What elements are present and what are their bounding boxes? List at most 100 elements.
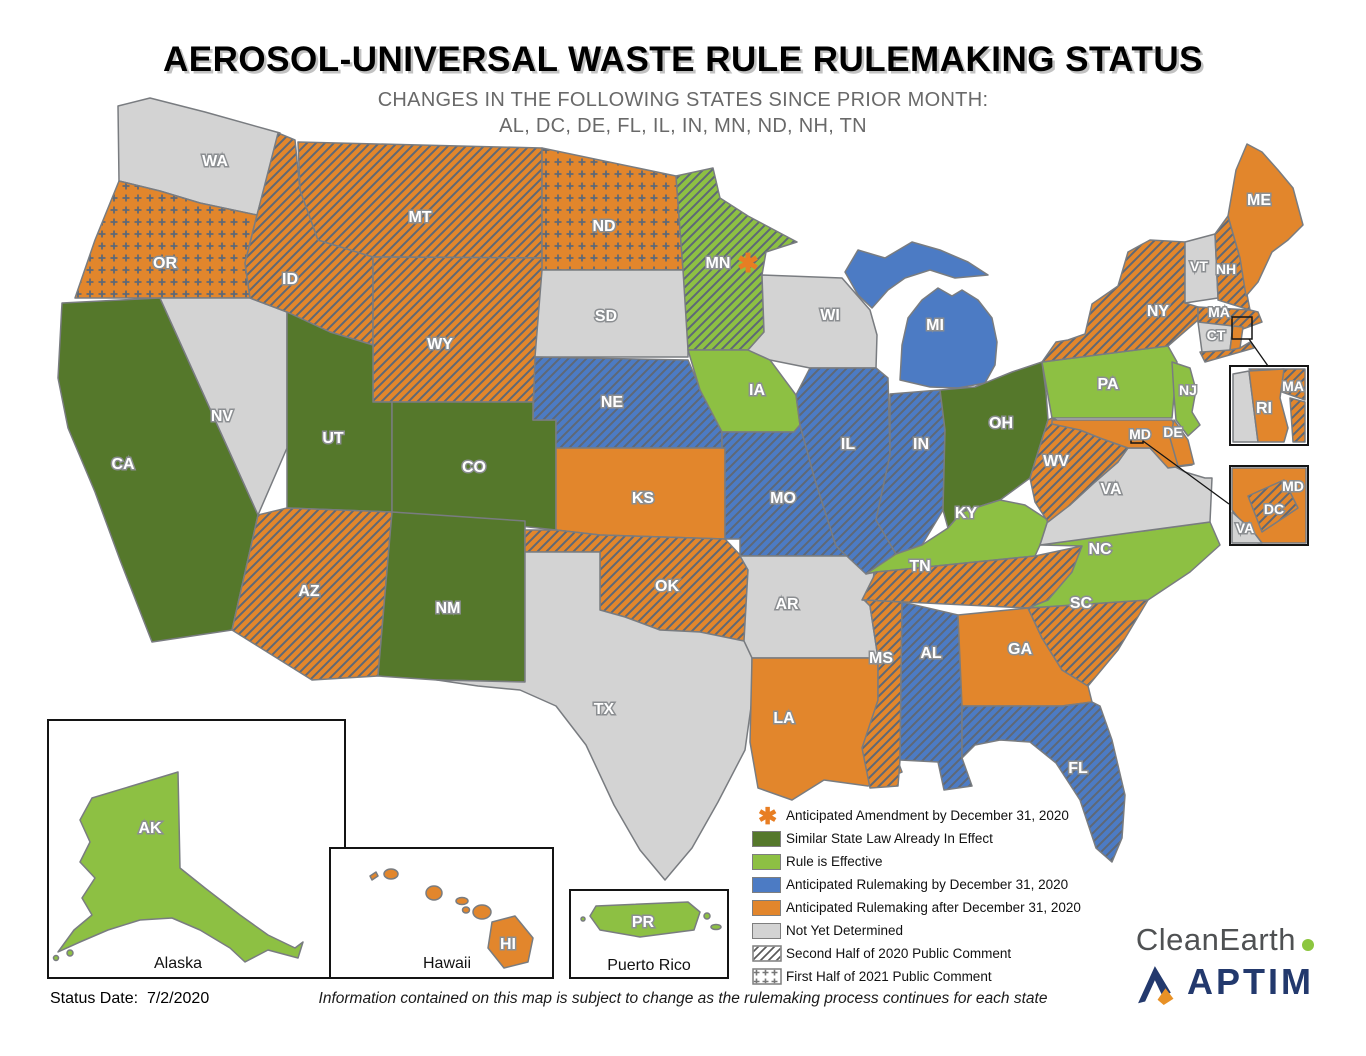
states-layer (57, 97, 1304, 881)
not-yet-determined-swatch (752, 922, 781, 939)
alaska-caption: Alaska (154, 955, 202, 972)
label-co: CO (462, 459, 486, 476)
label-mn: MN (706, 255, 731, 272)
status-date-label: Status Date: (50, 990, 139, 1007)
hi-island (369, 871, 379, 881)
label-ky: KY (955, 505, 978, 522)
state-fl (961, 701, 1126, 863)
hi-island (425, 885, 443, 901)
state-mi-upper (844, 241, 989, 309)
inset-ri-label: RI (1256, 400, 1272, 417)
legend-label: Anticipated Amendment by December 31, 20… (786, 808, 1069, 823)
hi-big-island (487, 915, 534, 969)
cleanearth-logo: CleanEarth (1136, 922, 1314, 958)
status-date: Status Date: 7/2/2020 (50, 990, 209, 1008)
label-nj: NJ (1179, 382, 1197, 398)
similar-law-swatch (752, 830, 781, 847)
label-ca: CA (111, 456, 135, 473)
subtitle-changed-states: AL, DC, DE, FL, IL, IN, MN, ND, NH, TN (499, 115, 867, 137)
state-nm (377, 511, 526, 683)
label-ma: MA (1208, 304, 1230, 320)
state-ri (1229, 325, 1244, 351)
label-ks: KS (632, 490, 655, 507)
label-nc: NC (1088, 541, 1112, 558)
dc-zoom-marker (1130, 432, 1144, 444)
label-az: AZ (298, 583, 320, 600)
status-date-value: 7/2/2020 (146, 990, 210, 1007)
pr-island (580, 916, 586, 922)
label-pa: PA (1097, 376, 1118, 393)
state-me (1227, 143, 1304, 297)
label-mi: MI (926, 317, 944, 334)
state-mn (675, 167, 798, 351)
legend-label: Not Yet Determined (786, 923, 904, 938)
state-ny (1041, 239, 1199, 363)
inset-ma-label: MA (1282, 378, 1304, 394)
label-tx: TX (594, 701, 615, 718)
page-title: AEROSOL-UNIVERSAL WASTE RULE RULEMAKING … (163, 40, 1203, 79)
anticipated-by-swatch (752, 876, 781, 893)
dc-connector-line (1142, 440, 1230, 505)
legend-label: Rule is Effective (786, 854, 883, 869)
state-tx (436, 551, 753, 881)
pr-island (703, 912, 711, 920)
hi-island (472, 904, 492, 920)
state-ar (739, 555, 879, 659)
state-nc (1027, 521, 1221, 609)
pr-island (710, 923, 722, 931)
state-nj (1171, 361, 1201, 437)
label-or: OR (153, 255, 177, 272)
legend-item-effective: Rule is Effective (752, 850, 1112, 873)
label-il: IL (841, 436, 855, 453)
legend-item-anticipated-by: Anticipated Rulemaking by December 31, 2… (752, 873, 1112, 896)
label-la: LA (773, 710, 795, 727)
inset-va (1231, 511, 1263, 544)
label-wa: WA (202, 153, 228, 170)
label-hi: HI (500, 936, 516, 953)
label-mo: MO (770, 490, 796, 507)
mn-amendment-asterisk: ✱ (737, 248, 759, 278)
label-wv: WV (1043, 453, 1069, 470)
aptim-logo-text: APTIM (1187, 961, 1314, 1002)
label-ok: OK (655, 578, 679, 595)
state-ak (57, 771, 304, 963)
label-tn: TN (909, 558, 930, 575)
inset-md-label: MD (1282, 478, 1304, 494)
label-sc: SC (1070, 595, 1093, 612)
label-wy: WY (427, 336, 453, 353)
label-mt: MT (408, 209, 431, 226)
legend-item-anticipated-after: Anticipated Rulemaking after December 31… (752, 896, 1112, 919)
aptim-arrow-icon (1138, 966, 1174, 1005)
puerto-rico-caption: Puerto Rico (607, 957, 691, 974)
label-ar: AR (775, 596, 799, 613)
label-id: ID (282, 271, 298, 288)
ri-ma-zoom-marker (1231, 316, 1253, 340)
inset-ma-right (1289, 397, 1306, 443)
legend-item-second-half-comment: Second Half of 2020 Public Comment (752, 942, 1112, 965)
ri-ma-connector-line (1248, 338, 1269, 367)
legend-item-not-yet: Not Yet Determined (752, 919, 1112, 942)
legend-label: Anticipated Rulemaking by December 31, 2… (786, 877, 1069, 892)
label-de: DE (1163, 424, 1182, 440)
inset-ri (1248, 368, 1289, 443)
label-me: ME (1247, 192, 1271, 209)
hawaii-inset: Hawaii (329, 847, 554, 979)
hawaii-caption: Hawaii (423, 955, 471, 972)
state-mi (899, 287, 998, 389)
legend-label: First Half of 2021 Public Comment (786, 969, 992, 984)
ak-island (66, 949, 74, 957)
label-nh: NH (1216, 261, 1236, 277)
label-ia: IA (749, 382, 765, 399)
label-ak: AK (138, 820, 162, 837)
diagonal-hatch-swatch (752, 945, 782, 962)
legend-label: Anticipated Rulemaking after December 31… (786, 900, 1081, 915)
legend-item-amendment: ✱ Anticipated Amendment by December 31, … (752, 804, 1112, 827)
legend-item-first-half-comment: First Half of 2021 Public Comment (752, 965, 1112, 988)
inset-va-label: VA (1236, 520, 1254, 536)
cleanearth-green-dot-icon (1302, 939, 1314, 951)
label-fl: FL (1068, 760, 1088, 777)
anticipated-after-swatch (752, 899, 781, 916)
legend-label: Similar State Law Already In Effect (786, 831, 993, 846)
label-al: AL (920, 645, 942, 662)
